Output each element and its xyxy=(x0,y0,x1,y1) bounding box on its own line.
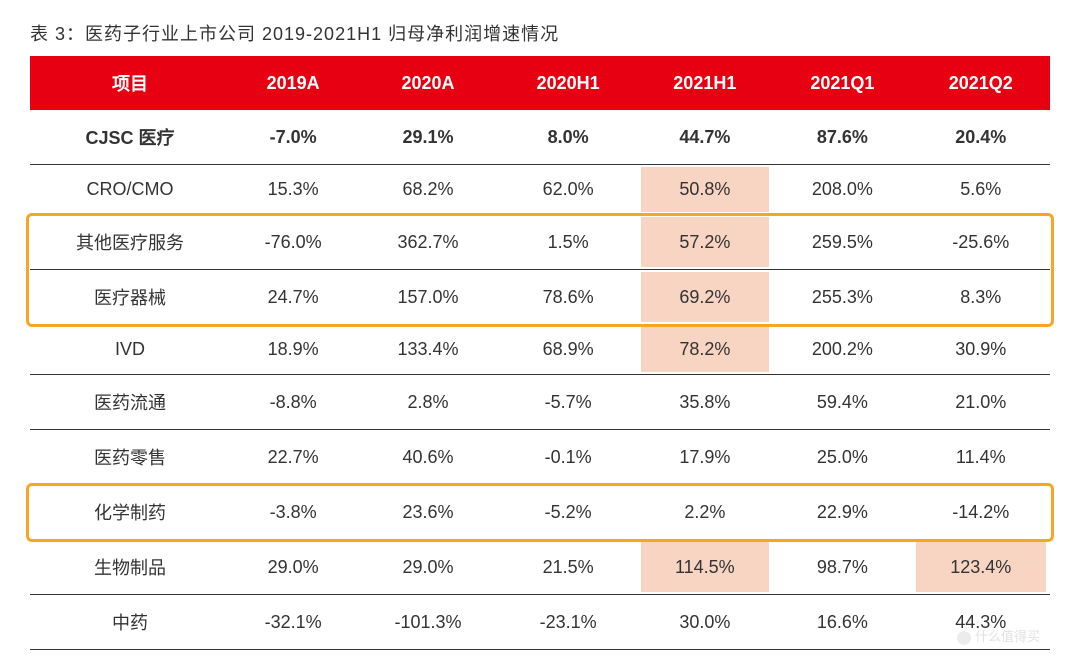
col-header-label: 项目 xyxy=(30,56,230,110)
cell: -76.0% xyxy=(230,215,356,270)
cell: 20.4% xyxy=(912,110,1050,165)
cell: 59.4% xyxy=(773,375,911,430)
cell: 8.0% xyxy=(500,110,637,165)
table-row: 生物制品29.0%29.0%21.5%114.5%98.7%123.4% xyxy=(30,540,1050,595)
cell: 2.2% xyxy=(637,485,774,540)
row-label: 医药零售 xyxy=(30,430,230,485)
cell: 68.9% xyxy=(500,325,637,375)
cell: 259.5% xyxy=(773,215,911,270)
row-label: 生物制品 xyxy=(30,540,230,595)
table-row: CJSC 医疗-7.0%29.1%8.0%44.7%87.6%20.4% xyxy=(30,110,1050,165)
col-header-2021Q2: 2021Q2 xyxy=(912,56,1050,110)
cell: -101.3% xyxy=(356,595,500,650)
row-label: CJSC 医疗 xyxy=(30,110,230,165)
col-header-2020A: 2020A xyxy=(356,56,500,110)
cell: 98.7% xyxy=(773,540,911,595)
cell: -3.8% xyxy=(230,485,356,540)
cell: 30.9% xyxy=(912,325,1050,375)
cell: 17.9% xyxy=(637,430,774,485)
col-header-2020H1: 2020H1 xyxy=(500,56,637,110)
cell: -8.8% xyxy=(230,375,356,430)
cell: -5.2% xyxy=(500,485,637,540)
table-row: CRO/CMO15.3%68.2%62.0%50.8%208.0%5.6% xyxy=(30,165,1050,215)
cell: 157.0% xyxy=(356,270,500,325)
row-label: 中药 xyxy=(30,595,230,650)
cell: 133.4% xyxy=(356,325,500,375)
col-header-2019A: 2019A xyxy=(230,56,356,110)
table-row: 化学制药-3.8%23.6%-5.2%2.2%22.9%-14.2% xyxy=(30,485,1050,540)
cell: 29.0% xyxy=(356,540,500,595)
cell: 78.6% xyxy=(500,270,637,325)
cell: 44.7% xyxy=(637,110,774,165)
table-row: 中药-32.1%-101.3%-23.1%30.0%16.6%44.3% xyxy=(30,595,1050,650)
table-body: CJSC 医疗-7.0%29.1%8.0%44.7%87.6%20.4%CRO/… xyxy=(30,110,1050,650)
cell: 30.0% xyxy=(637,595,774,650)
cell: 362.7% xyxy=(356,215,500,270)
cell: 50.8% xyxy=(637,165,774,215)
cell: 69.2% xyxy=(637,270,774,325)
row-label: 其他医疗服务 xyxy=(30,215,230,270)
cell: 68.2% xyxy=(356,165,500,215)
cell: 123.4% xyxy=(912,540,1050,595)
cell: 16.6% xyxy=(773,595,911,650)
cell: 15.3% xyxy=(230,165,356,215)
cell: 40.6% xyxy=(356,430,500,485)
cell: 29.0% xyxy=(230,540,356,595)
cell: 57.2% xyxy=(637,215,774,270)
cell: -7.0% xyxy=(230,110,356,165)
col-header-2021H1: 2021H1 xyxy=(637,56,774,110)
cell: 35.8% xyxy=(637,375,774,430)
cell: 18.9% xyxy=(230,325,356,375)
row-label: 医药流通 xyxy=(30,375,230,430)
cell: 2.8% xyxy=(356,375,500,430)
row-label: 化学制药 xyxy=(30,485,230,540)
row-label: IVD xyxy=(30,325,230,375)
cell: 22.9% xyxy=(773,485,911,540)
cell: 78.2% xyxy=(637,325,774,375)
table-caption: 表 3：医药子行业上市公司 2019-2021H1 归母净利润增速情况 xyxy=(30,20,1050,46)
cell: 29.1% xyxy=(356,110,500,165)
table-header-row: 项目2019A2020A2020H12021H12021Q12021Q2 xyxy=(30,56,1050,110)
cell: 22.7% xyxy=(230,430,356,485)
cell: 62.0% xyxy=(500,165,637,215)
cell: -0.1% xyxy=(500,430,637,485)
table-wrapper: 项目2019A2020A2020H12021H12021Q12021Q2 CJS… xyxy=(30,56,1050,650)
table-row: 医疗器械24.7%157.0%78.6%69.2%255.3%8.3% xyxy=(30,270,1050,325)
cell: 23.6% xyxy=(356,485,500,540)
cell: 87.6% xyxy=(773,110,911,165)
cell: -23.1% xyxy=(500,595,637,650)
cell: 21.0% xyxy=(912,375,1050,430)
cell: 44.3% xyxy=(912,595,1050,650)
data-table: 项目2019A2020A2020H12021H12021Q12021Q2 CJS… xyxy=(30,56,1050,650)
cell: -5.7% xyxy=(500,375,637,430)
cell: 8.3% xyxy=(912,270,1050,325)
table-row: 医药零售22.7%40.6%-0.1%17.9%25.0%11.4% xyxy=(30,430,1050,485)
row-label: 医疗器械 xyxy=(30,270,230,325)
col-header-2021Q1: 2021Q1 xyxy=(773,56,911,110)
cell: 200.2% xyxy=(773,325,911,375)
cell: 25.0% xyxy=(773,430,911,485)
table-row: IVD18.9%133.4%68.9%78.2%200.2%30.9% xyxy=(30,325,1050,375)
cell: 21.5% xyxy=(500,540,637,595)
cell: -14.2% xyxy=(912,485,1050,540)
cell: 11.4% xyxy=(912,430,1050,485)
table-row: 其他医疗服务-76.0%362.7%1.5%57.2%259.5%-25.6% xyxy=(30,215,1050,270)
table-row: 医药流通-8.8%2.8%-5.7%35.8%59.4%21.0% xyxy=(30,375,1050,430)
cell: 5.6% xyxy=(912,165,1050,215)
row-label: CRO/CMO xyxy=(30,165,230,215)
cell: 255.3% xyxy=(773,270,911,325)
cell: -32.1% xyxy=(230,595,356,650)
cell: 114.5% xyxy=(637,540,774,595)
cell: 24.7% xyxy=(230,270,356,325)
cell: -25.6% xyxy=(912,215,1050,270)
cell: 1.5% xyxy=(500,215,637,270)
cell: 208.0% xyxy=(773,165,911,215)
